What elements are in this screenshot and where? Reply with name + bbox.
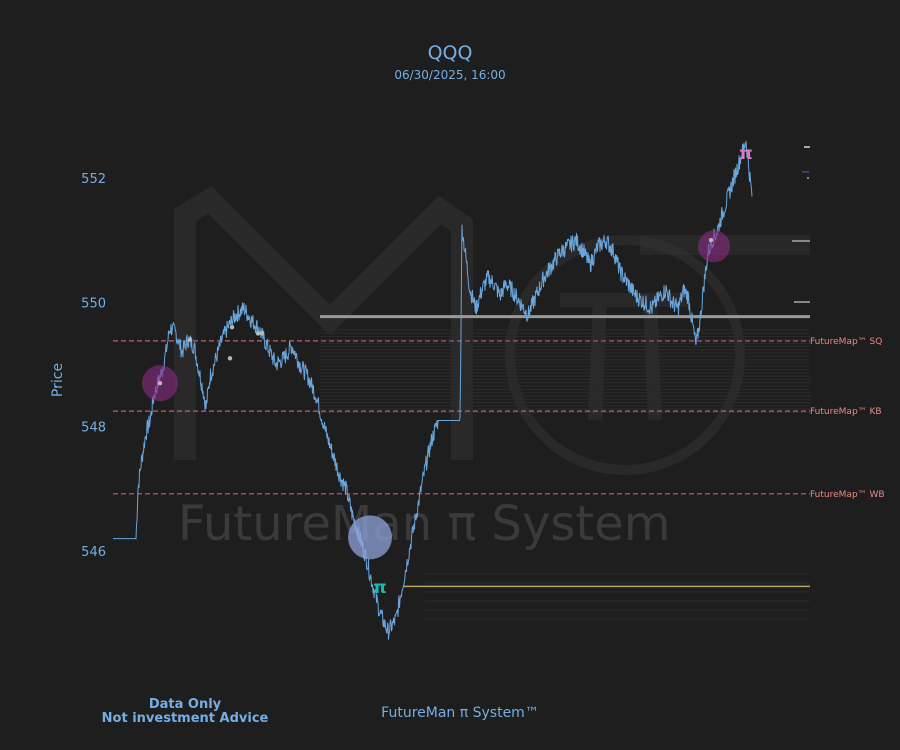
right-edge-markers [792, 146, 810, 303]
pi-marker: π [739, 144, 752, 164]
signal-dot [157, 380, 163, 386]
chart-subtitle: 06/30/2025, 16:00 [394, 68, 506, 82]
signal-markers: ππ [142, 144, 753, 598]
signal-dot [708, 237, 714, 243]
level-label-0: FutureMap™ SQ [810, 337, 882, 347]
disclaimer: Data Only Not investment Advice [100, 698, 270, 726]
level-label-2: FutureMap™ WB [810, 490, 885, 500]
level-label-1: FutureMap™ KB [810, 407, 882, 417]
price-series-line [113, 140, 753, 640]
disclaimer-line-2: Not investment Advice [101, 711, 269, 726]
y-tick-label: 548 [81, 421, 106, 436]
highlight-circle [698, 230, 730, 263]
highlight-circle [348, 515, 392, 560]
y-tick-label: 546 [81, 545, 106, 560]
signal-dot [255, 331, 261, 336]
y-tick-label: 552 [81, 172, 106, 187]
y-tick-label: 550 [81, 296, 106, 311]
y-axis-ticks: 546 548 550 552 [81, 172, 106, 560]
watermark-text: FutureMan π System [178, 496, 671, 552]
signal-dot [259, 331, 265, 336]
pi-marker: π [373, 578, 386, 598]
disclaimer-line-1: Data Only [148, 697, 222, 712]
chart-title: QQQ [427, 42, 473, 64]
level-lines [113, 315, 810, 588]
signal-dot [227, 356, 233, 361]
signal-dot [229, 325, 235, 330]
series-layer [113, 140, 753, 640]
level-labels: FutureMap™ SQ FutureMap™ KB FutureMap™ WB [810, 337, 885, 500]
footer-brand: FutureMan π System™ [381, 705, 539, 721]
volume-profile-bands [320, 235, 810, 620]
signal-dot [187, 337, 193, 342]
